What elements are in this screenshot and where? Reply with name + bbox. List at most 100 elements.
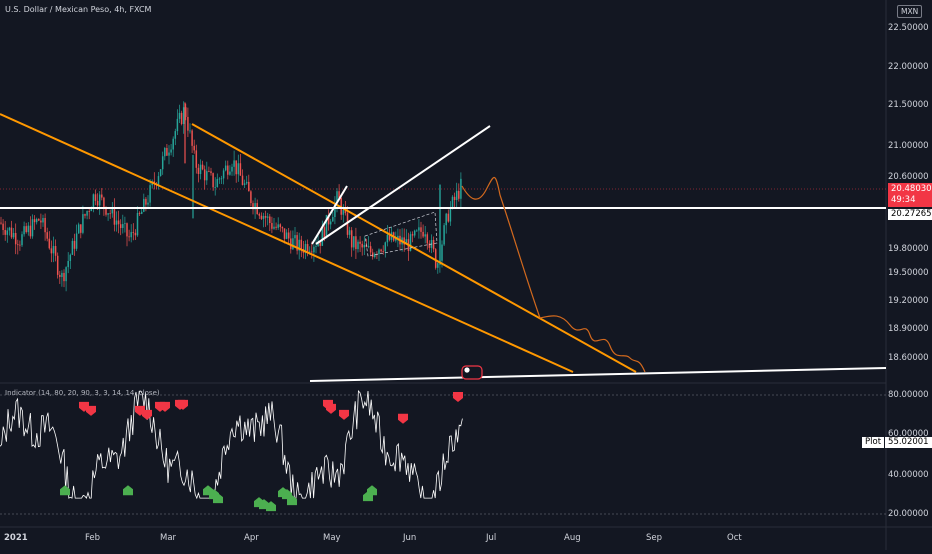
candle-body [287, 232, 290, 239]
candle-body [168, 152, 170, 156]
price-label: 19.80000 [888, 244, 929, 254]
candle-body [279, 224, 282, 228]
candle-body [384, 242, 387, 252]
candle-body [241, 175, 244, 185]
candle-body [214, 187, 216, 188]
candle-body [304, 243, 307, 253]
candle-body [250, 191, 252, 204]
candle-body [0, 222, 2, 224]
candle-body [300, 239, 303, 250]
candle-body [380, 249, 382, 252]
candle-body [80, 224, 82, 233]
candle-body [14, 232, 17, 245]
candle-body [361, 243, 363, 248]
sell-signal-marker [178, 399, 188, 410]
candle-body [67, 260, 69, 268]
candle-body [382, 251, 384, 253]
symbol-title[interactable]: U.S. Dollar / Mexican Peso, 4h, FXCM [5, 5, 152, 14]
candle-body [420, 227, 422, 232]
candle-body [115, 220, 118, 225]
trendline-orange-upper [191, 123, 637, 373]
candle-body [159, 169, 162, 177]
candle-body [31, 219, 34, 237]
candle-body [4, 230, 6, 235]
indicator-axis-label: 80.00000 [888, 390, 929, 400]
buy-signal-marker [60, 485, 70, 496]
candle-body [220, 178, 223, 180]
candle-body [428, 243, 431, 248]
candle-body [416, 230, 418, 232]
candle-body [218, 178, 221, 180]
candle-body [29, 225, 32, 237]
candle-body [101, 194, 103, 198]
candle-body [69, 254, 72, 261]
candle-body [6, 230, 9, 235]
candle-body [269, 216, 271, 224]
sell-signal-marker [142, 409, 152, 420]
candle-body [455, 190, 458, 201]
bar-countdown: 49:34 [891, 195, 916, 205]
time-label: Sep [646, 533, 663, 543]
price-label: 18.60000 [888, 353, 929, 363]
candle-body [50, 248, 53, 254]
candle-body [418, 227, 420, 231]
candle-body [210, 171, 212, 174]
candle-body [413, 230, 416, 236]
candle-body [113, 207, 116, 225]
drawing-widget-dot [464, 367, 470, 373]
buy-signal-marker [213, 493, 223, 504]
candle-body [453, 196, 456, 201]
candle-body [374, 253, 376, 258]
candle-body [224, 165, 227, 171]
candle-body [61, 272, 63, 277]
candle-body [227, 165, 229, 175]
currency-badge[interactable]: MXN [897, 5, 923, 18]
plot-value-tag: Plot 55.02001 [862, 437, 932, 448]
candle-body [451, 196, 454, 208]
candle-body [40, 220, 42, 223]
candle-body [21, 234, 23, 246]
price-label: 19.50000 [888, 268, 929, 278]
candle-body [434, 249, 437, 268]
candle-body [138, 212, 141, 214]
candle-body [294, 235, 296, 239]
candle-body [260, 215, 263, 219]
candle-body [35, 219, 38, 223]
candle-body [38, 219, 40, 221]
candle-body [203, 169, 206, 181]
candle-body [443, 225, 445, 245]
candle-body [84, 214, 86, 216]
candle-body [143, 198, 145, 212]
candle-body [130, 232, 132, 238]
candle-body [441, 244, 443, 261]
candle-body [147, 202, 149, 205]
candle-body [397, 235, 399, 239]
candle-body [54, 246, 57, 256]
trendline-orange-lower [0, 113, 574, 373]
candle-body [128, 236, 130, 238]
candle-body [59, 274, 61, 277]
indicator-title[interactable]: Indicator (14, 80, 20, 90, 3, 3, 14, 14,… [5, 389, 160, 397]
candle-body [189, 130, 191, 132]
candle-body [124, 223, 126, 225]
candle-body [409, 234, 412, 251]
candle-body [403, 237, 405, 245]
candle-body [426, 234, 429, 244]
buy-signal-marker [282, 489, 292, 500]
channel-line-white [315, 125, 491, 245]
candle-body [437, 263, 439, 268]
candle-body [258, 214, 261, 216]
candle-body [432, 240, 435, 250]
price-label: 21.00000 [888, 141, 929, 151]
candle-body [105, 206, 107, 215]
candle-body [306, 243, 309, 253]
candle-body [164, 147, 166, 157]
time-label: Apr [244, 533, 259, 543]
horizontal-line-price-tag: 20.27265 [888, 209, 932, 220]
candle-body [395, 238, 397, 241]
candle-body [321, 227, 324, 246]
candle-body [172, 138, 174, 150]
flag-pole-line [311, 185, 348, 245]
